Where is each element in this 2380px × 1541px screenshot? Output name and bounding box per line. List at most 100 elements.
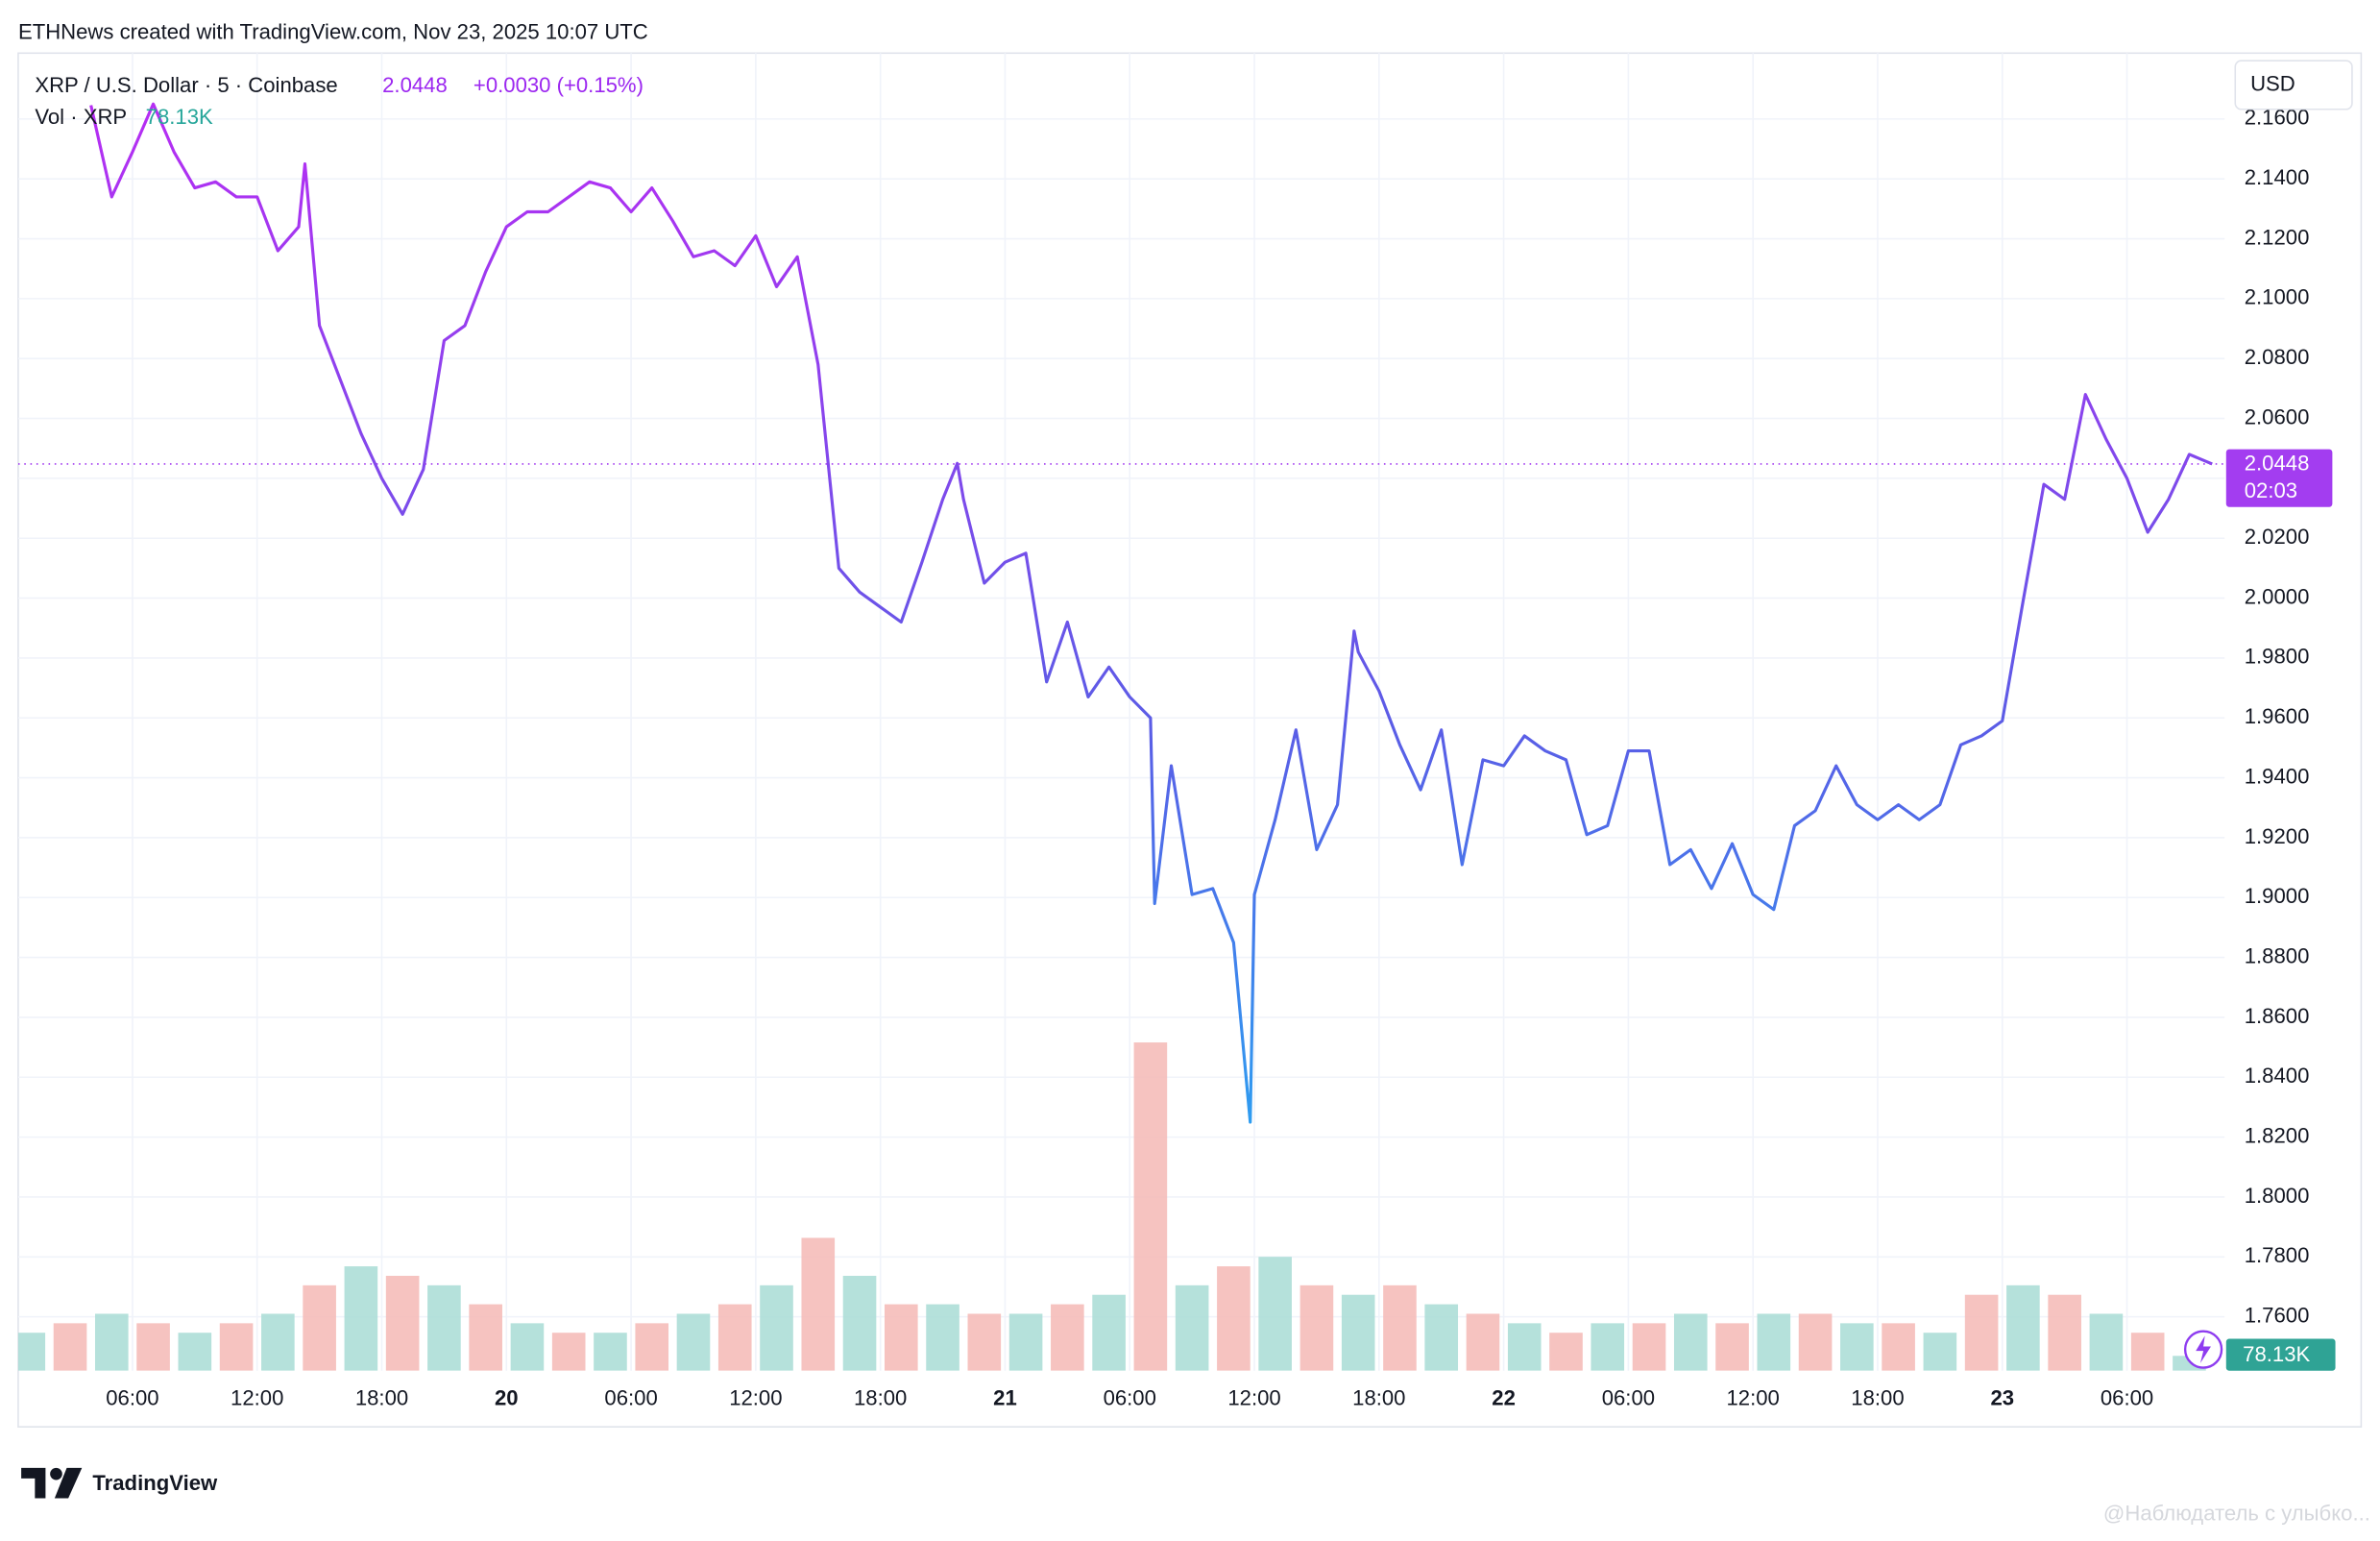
volume-name: Vol · XRP <box>35 105 127 129</box>
volume-bar <box>1051 1304 1084 1371</box>
volume-bar <box>1008 1313 1043 1371</box>
y-tick-label: 2.0200 <box>2245 525 2310 549</box>
volume-bar <box>594 1333 627 1371</box>
volume-bar <box>551 1333 586 1371</box>
y-tick-label: 1.8200 <box>2245 1123 2310 1147</box>
y-tick-label: 1.8600 <box>2245 1004 2310 1028</box>
volume-bar <box>676 1313 711 1371</box>
y-tick-label: 1.9600 <box>2245 704 2310 728</box>
volume-bar <box>469 1304 502 1371</box>
logo-slash <box>54 1467 83 1499</box>
price-line <box>89 102 2213 1124</box>
volume-bar <box>717 1304 752 1371</box>
y-tick-label: 1.8000 <box>2245 1184 2310 1208</box>
volume-bar <box>760 1284 793 1371</box>
volume-bar <box>1840 1323 1874 1371</box>
volume-tag-value: 78.13K <box>2243 1342 2310 1366</box>
y-tick-label: 2.0600 <box>2245 404 2310 428</box>
volume-bar <box>1341 1294 1375 1371</box>
volume-bar <box>801 1237 836 1371</box>
volume-bar <box>1383 1284 1417 1371</box>
currency-button[interactable] <box>2234 60 2353 110</box>
volume-bar <box>1923 1333 1957 1371</box>
y-tick-label: 2.0800 <box>2245 345 2310 369</box>
volume-bar <box>1715 1323 1749 1371</box>
x-tick-label: 18:00 <box>854 1386 907 1410</box>
legend-change: +0.0030 (+0.15%) <box>474 73 644 97</box>
y-tick-label: 2.1200 <box>2245 225 2310 249</box>
volume-bar <box>1882 1323 1915 1371</box>
volume-bar <box>219 1323 254 1371</box>
volume-bar <box>2089 1313 2124 1371</box>
x-tick-label: 06:00 <box>2101 1386 2153 1410</box>
logo-dot <box>50 1467 62 1480</box>
y-tick-label: 1.9800 <box>2245 645 2310 669</box>
currency-label: USD <box>2250 71 2295 95</box>
volume-bar <box>1798 1313 1833 1371</box>
logo-mark <box>21 1467 46 1499</box>
y-tick-label: 1.8400 <box>2245 1064 2310 1088</box>
volume-tag <box>2225 1338 2336 1371</box>
x-tick-label: 18:00 <box>1851 1386 1904 1410</box>
volume-bar <box>1092 1294 1126 1371</box>
x-tick-label: 06:00 <box>106 1386 158 1410</box>
y-tick-label: 1.9200 <box>2245 824 2310 848</box>
volume-bar <box>1466 1313 1500 1371</box>
volume-bar <box>967 1313 1002 1371</box>
x-tick-label: 12:00 <box>1727 1386 1780 1410</box>
brand-name: TradingView <box>92 1471 218 1495</box>
header: ETHNews created with TradingView.com, No… <box>18 20 648 44</box>
brand-logo <box>21 1467 83 1499</box>
y-tick-label: 1.9000 <box>2245 884 2310 908</box>
volume-bar <box>1673 1313 1708 1371</box>
grid <box>17 53 2225 1371</box>
volume-bar <box>2130 1333 2165 1371</box>
chart-frame <box>17 52 2363 1428</box>
y-tick-label: 2.1400 <box>2245 165 2310 189</box>
volume-bar <box>926 1304 959 1371</box>
volume-bar <box>1299 1284 1334 1371</box>
volume-bar <box>136 1323 170 1371</box>
volume-bar <box>635 1323 669 1371</box>
x-tick-label: 21 <box>993 1386 1017 1410</box>
y-tick-label: 1.7800 <box>2245 1243 2310 1267</box>
assistant-icon-bolt <box>2196 1335 2211 1363</box>
y-tick-label: 2.0000 <box>2245 584 2310 608</box>
watermark: @Наблюдатель с улыбко... <box>2103 1502 2370 1526</box>
x-tick-label: 06:00 <box>1104 1386 1156 1410</box>
x-tick-label: 20 <box>495 1386 519 1410</box>
volume-bar <box>53 1323 87 1371</box>
volume-bar <box>884 1304 918 1371</box>
y-tick-label: 2.1000 <box>2245 285 2310 309</box>
volume-bar <box>1507 1323 1542 1371</box>
price-tag-value: 2.0448 <box>2245 451 2310 475</box>
volume-bar <box>17 1333 46 1371</box>
volume-bar <box>1133 1042 1168 1371</box>
volume-bar <box>2006 1284 2040 1371</box>
volume-pane <box>17 1042 2206 1371</box>
volume-bar <box>1591 1323 1625 1371</box>
x-tick-label: 18:00 <box>1352 1386 1405 1410</box>
y-tick-label: 1.9400 <box>2245 764 2310 788</box>
x-tick-label: 22 <box>1492 1386 1516 1410</box>
volume-bar <box>842 1275 877 1371</box>
price-pane <box>17 102 2225 1124</box>
y-tick-label: 1.7600 <box>2245 1303 2310 1327</box>
volume-bar <box>1175 1284 1209 1371</box>
volume-bar <box>94 1313 129 1371</box>
volume-bar <box>1549 1333 1583 1371</box>
series-name: XRP / U.S. Dollar · 5 · Coinbase <box>35 73 337 97</box>
volume-bar <box>1258 1257 1292 1371</box>
volume-bar <box>178 1333 212 1371</box>
volume-bar <box>344 1266 378 1371</box>
volume-bar <box>303 1284 336 1371</box>
y-tick-label: 1.8800 <box>2245 943 2310 967</box>
volume-bar <box>427 1284 461 1371</box>
volume-bar <box>385 1275 420 1371</box>
volume-bar <box>261 1313 295 1371</box>
price-tag-countdown: 02:03 <box>2245 478 2297 502</box>
volume-bar <box>1217 1266 1251 1371</box>
volume-bar <box>510 1323 545 1371</box>
x-tick-label: 23 <box>1990 1386 2014 1410</box>
